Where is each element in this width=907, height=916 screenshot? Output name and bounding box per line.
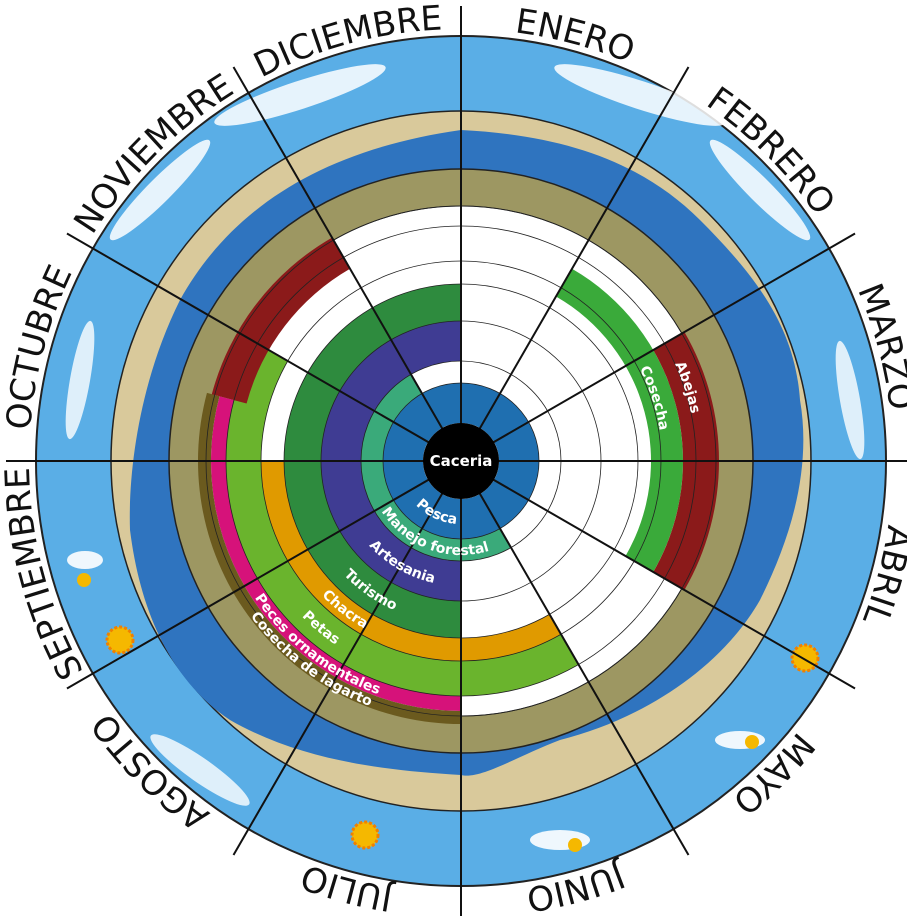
seasonal-calendar: ENEROFEBREROMARZOABRILMAYOJUNIOJULIOAGOS…: [0, 0, 907, 916]
center-label: Caceria: [430, 452, 493, 470]
